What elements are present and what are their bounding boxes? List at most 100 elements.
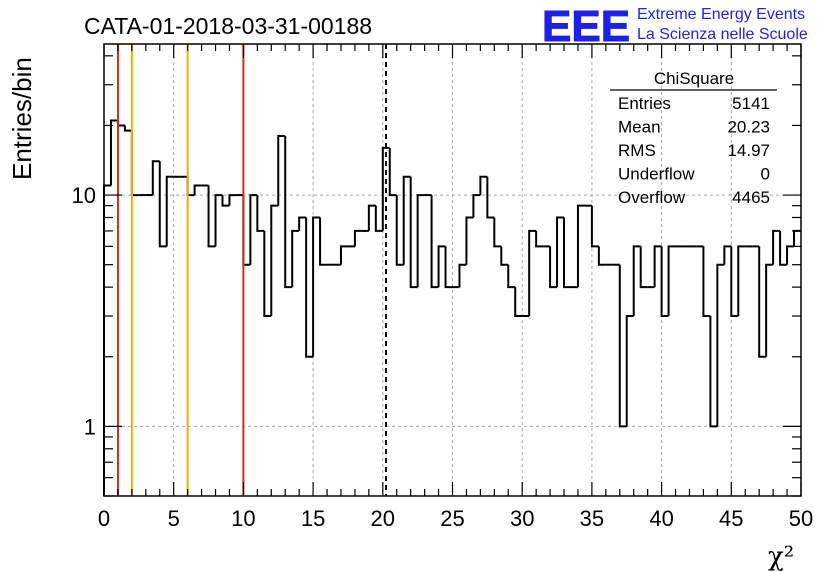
histogram-bin xyxy=(186,176,195,197)
histogram-bin xyxy=(563,217,571,289)
histogram-bin xyxy=(193,184,202,196)
x-axis-label: χ² xyxy=(768,542,794,572)
histogram-bin xyxy=(618,264,627,428)
histogram-bin xyxy=(667,245,676,317)
histogram-bin xyxy=(207,185,216,248)
marker-lines xyxy=(116,44,388,496)
histogram-bin xyxy=(388,147,397,197)
histogram-bin xyxy=(437,245,446,288)
histogram-bin xyxy=(263,230,272,318)
histogram-bin xyxy=(151,160,160,196)
histogram-bin xyxy=(786,245,795,265)
x-tick-label: 5 xyxy=(168,506,180,531)
stats-label: RMS xyxy=(618,141,656,160)
histogram-bin xyxy=(730,246,739,318)
histogram-bin xyxy=(549,246,558,289)
y-axis-label: Entries/bin xyxy=(7,57,37,180)
histogram-bin xyxy=(353,229,362,247)
histogram-bin xyxy=(500,246,509,266)
stats-box: ChiSquare Entries 5141 Mean 20.23 RMS 14.97 Un… xyxy=(610,69,777,207)
histogram-bin xyxy=(779,230,788,266)
logo-line-1: Extreme Energy Events xyxy=(637,6,805,23)
histogram-bin xyxy=(319,217,328,266)
stats-label: Overflow xyxy=(618,188,686,207)
histogram-bin xyxy=(305,217,314,358)
histogram-bin xyxy=(737,245,746,317)
histogram-bin xyxy=(576,204,585,288)
histogram-bin xyxy=(270,204,279,317)
stats-title: ChiSquare xyxy=(654,69,734,88)
histogram-bin xyxy=(702,246,711,318)
stats-label: Entries xyxy=(618,94,671,113)
histogram-bin xyxy=(758,246,767,358)
histogram-bin xyxy=(597,246,606,266)
histogram-bin xyxy=(214,194,223,247)
histogram-bin xyxy=(256,195,265,232)
histogram-bin xyxy=(716,263,725,427)
histogram-bin xyxy=(723,245,732,265)
x-tick-label: 0 xyxy=(98,506,110,531)
stats-value: 5141 xyxy=(732,94,770,113)
histogram-bin xyxy=(625,315,634,427)
histogram-bin xyxy=(416,194,425,288)
x-tick-label: 50 xyxy=(789,506,813,531)
histogram-bin xyxy=(284,136,293,289)
histogram-bin xyxy=(116,120,125,127)
histogram-bin xyxy=(632,245,641,317)
histogram-bin xyxy=(228,194,237,206)
histogram-bin xyxy=(709,316,718,428)
stats-value: 20.23 xyxy=(727,118,770,137)
histogram-bin xyxy=(458,263,467,288)
histogram-bin xyxy=(249,194,258,265)
histogram-bin xyxy=(514,287,523,318)
histogram-bin xyxy=(298,216,307,231)
histogram-bin xyxy=(765,263,774,357)
histogram-bin xyxy=(312,216,321,357)
histogram-bin xyxy=(639,246,648,289)
histogram-bin xyxy=(493,217,502,248)
x-tick-label: 35 xyxy=(580,506,604,531)
histogram-bin xyxy=(277,135,286,206)
histogram-bin xyxy=(507,264,516,289)
x-tick-label: 20 xyxy=(371,506,395,531)
x-tick-label: 30 xyxy=(510,506,534,531)
histogram-bin xyxy=(123,125,132,132)
histogram-bin xyxy=(109,119,118,186)
stats-value: 4465 xyxy=(732,188,770,207)
axes: 0 5 10 15 20 25 30 35 40 45 50 1 10 xyxy=(72,44,813,531)
histogram-bin xyxy=(395,195,404,266)
histogram-bin xyxy=(367,204,376,231)
y-tick-label: 10 xyxy=(72,183,96,208)
histogram-bin xyxy=(158,161,167,248)
histogram-bin xyxy=(291,229,300,288)
logo-line-2: La Scienza nelle Scuole xyxy=(637,26,808,43)
histogram-bin xyxy=(660,246,669,318)
eee-logo-mark: EEE xyxy=(542,2,630,51)
run-title: CATA-01-2018-03-31-00188 xyxy=(84,13,372,39)
histogram-bin xyxy=(793,229,801,247)
stats-value: 0 xyxy=(761,165,770,184)
histogram-bin xyxy=(556,216,565,288)
histogram-bin xyxy=(242,195,251,266)
histogram-bin xyxy=(444,246,453,289)
eee-logo: EEE Extreme Energy Events La Scienza nel… xyxy=(542,2,808,52)
stats-label: Mean xyxy=(618,118,661,137)
histogram-bin xyxy=(535,230,544,248)
stats-rows: Entries 5141 Mean 20.23 RMS 14.97 Underflow 0 Ov… xyxy=(618,94,770,207)
histogram-bin xyxy=(103,184,111,496)
grid-lines xyxy=(104,44,801,496)
histogram-bin xyxy=(130,130,139,197)
histogram-bin xyxy=(402,175,411,265)
x-tick-label: 40 xyxy=(649,506,673,531)
histogram-bin xyxy=(772,229,781,265)
x-tick-label: 10 xyxy=(231,506,255,531)
histogram-bin xyxy=(374,205,383,232)
histogram-bin xyxy=(653,245,662,288)
histogram-bin xyxy=(479,175,488,196)
histogram-bin xyxy=(409,176,418,289)
x-tick-label: 45 xyxy=(719,506,743,531)
stats-value: 14.97 xyxy=(727,141,770,160)
x-tick-label: 15 xyxy=(301,506,325,531)
histogram-bin xyxy=(528,229,537,317)
